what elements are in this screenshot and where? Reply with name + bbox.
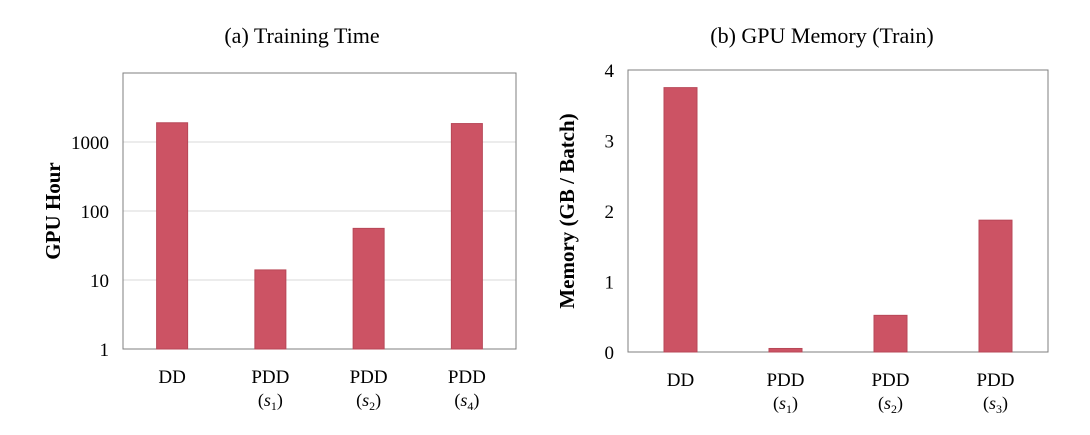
chart-title: (a) Training Time	[224, 23, 379, 48]
bar-2	[873, 314, 908, 353]
bar-3	[450, 123, 483, 350]
x-tick-sublabel: (s2)	[356, 390, 381, 413]
chart-title: (b) GPU Memory (Train)	[710, 23, 933, 48]
x-tick-label: PDD	[448, 367, 486, 388]
x-tick-sublabel: (s1)	[773, 393, 798, 416]
plot-frame	[627, 69, 1049, 353]
bar-2	[352, 227, 385, 350]
gridlines	[123, 141, 516, 281]
bar-0	[663, 87, 698, 353]
x-tick-label: DD	[158, 367, 185, 388]
x-tick-sublabel: (s4)	[454, 390, 479, 413]
y-tick-label: 1	[100, 340, 110, 361]
y-tick-labels: 1 10 100 1000	[71, 133, 109, 361]
chart-training-time: (a) Training Time 1 10 100 1000 DD PDD (s1) PD…	[0, 0, 545, 430]
bar-1	[254, 269, 287, 350]
plot-frame	[122, 72, 517, 350]
x-tick-label: PDD	[976, 370, 1014, 391]
y-tick-label: 3	[605, 132, 615, 153]
x-tick-labels: DD PDD(s1)PDD(s2)PDD(s4)	[158, 367, 485, 413]
x-tick-labels: DD PDD(s1)PDD(s2)PDD(s3)	[667, 370, 1015, 416]
bar-0	[156, 122, 189, 350]
x-tick-label: DD	[667, 370, 694, 391]
y-axis-label: GPU Hour	[41, 162, 65, 259]
y-tick-label: 100	[81, 202, 110, 223]
bars	[156, 122, 483, 350]
x-tick-label: PDD	[871, 370, 909, 391]
y-tick-label: 0	[605, 343, 615, 364]
y-axis-label: Memory (GB / Batch)	[555, 113, 579, 308]
bar-1	[768, 347, 803, 353]
x-tick-sublabel: (s2)	[878, 393, 903, 416]
bar-3	[978, 219, 1013, 353]
x-tick-sublabel: (s1)	[258, 390, 283, 413]
x-tick-label: PDD	[766, 370, 804, 391]
bars	[663, 87, 1013, 353]
x-tick-label: PDD	[251, 367, 289, 388]
y-tick-label: 1	[605, 273, 615, 294]
y-tick-label: 4	[605, 61, 615, 82]
y-tick-label: 1000	[71, 133, 109, 154]
y-tick-labels: 0 1 2 3 4	[605, 61, 615, 364]
x-tick-label: PDD	[350, 367, 388, 388]
x-tick-sublabel: (s3)	[983, 393, 1008, 416]
y-tick-label: 10	[90, 271, 109, 292]
y-tick-label: 2	[605, 202, 615, 223]
